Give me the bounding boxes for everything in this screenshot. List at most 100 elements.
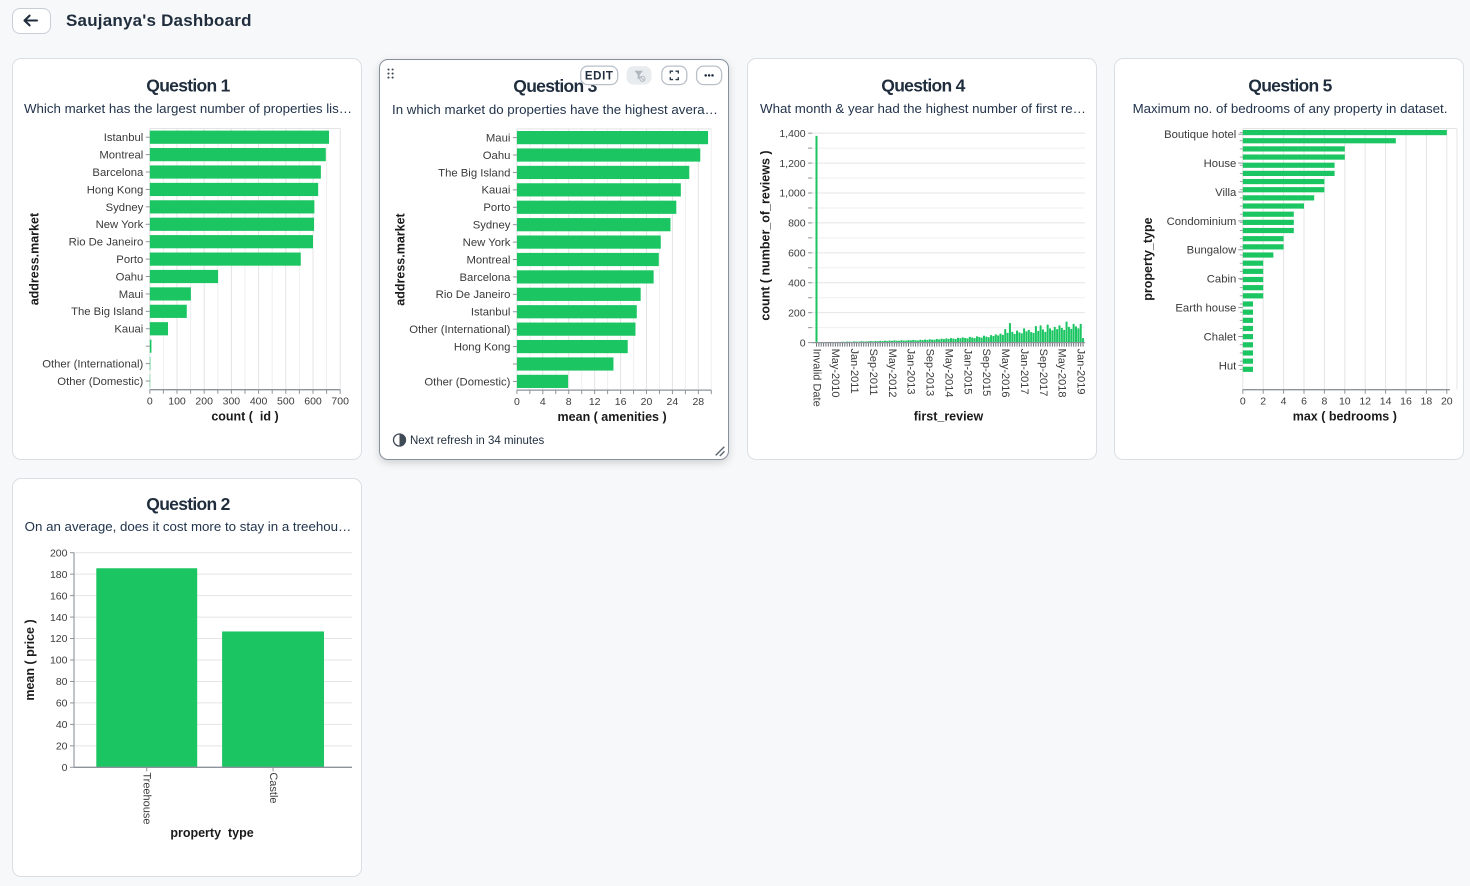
svg-text:Hut: Hut (1218, 360, 1236, 372)
svg-text:May-2012: May-2012 (885, 349, 897, 398)
svg-text:Which market has the largest n: Which market has the largest number of p… (24, 101, 352, 116)
svg-text:Rio De Janeiro: Rio De Janeiro (69, 237, 144, 249)
svg-text:EDIT: EDIT (584, 70, 613, 82)
svg-text:On an average, does it cost mo: On an average, does it cost more to stay… (25, 519, 352, 534)
svg-text:10: 10 (1338, 396, 1350, 408)
svg-text:property type: property type (170, 826, 253, 840)
svg-text:2: 2 (1260, 396, 1266, 408)
svg-text:Hong Kong: Hong Kong (453, 341, 510, 353)
svg-text:What month & year had the high: What month & year had the highest number… (760, 101, 1086, 116)
svg-text:The Big Island: The Big Island (438, 167, 510, 179)
svg-text:Question 2: Question 2 (146, 493, 230, 513)
svg-text:Question 3: Question 3 (513, 75, 597, 95)
svg-text:18: 18 (1420, 396, 1432, 408)
svg-text:Villa: Villa (1215, 187, 1237, 199)
svg-text:180: 180 (50, 568, 68, 580)
svg-text:Barcelona: Barcelona (459, 271, 511, 283)
svg-text:0: 0 (513, 396, 519, 408)
svg-text:16: 16 (1400, 396, 1412, 408)
svg-text:Treehouse: Treehouse (141, 772, 153, 824)
svg-text:Condominium: Condominium (1166, 216, 1236, 228)
svg-text:property_type: property_type (1140, 217, 1154, 300)
svg-text:Question 4: Question 4 (881, 75, 965, 95)
svg-text:Maui: Maui (485, 132, 510, 144)
svg-text:700: 700 (331, 396, 349, 408)
svg-text:100: 100 (168, 396, 186, 408)
svg-text:24: 24 (666, 396, 678, 408)
svg-text:8: 8 (1321, 396, 1327, 408)
svg-text:140: 140 (50, 611, 68, 623)
svg-text:120: 120 (50, 633, 68, 645)
svg-text:Question 1: Question 1 (146, 75, 230, 95)
svg-text:count ( number_of_reviews ): count ( number_of_reviews ) (758, 150, 772, 320)
svg-text:Boutique hotel: Boutique hotel (1164, 129, 1236, 141)
svg-text:Porto: Porto (116, 254, 143, 266)
svg-text:mean ( price ): mean ( price ) (23, 619, 37, 700)
svg-text:Jan-2011: Jan-2011 (848, 349, 860, 394)
svg-text:Montreal: Montreal (99, 150, 143, 162)
svg-text:Bungalow: Bungalow (1186, 245, 1236, 257)
svg-text:Sep-2015: Sep-2015 (980, 349, 992, 397)
svg-text:1,200: 1,200 (779, 158, 805, 170)
svg-text:0: 0 (1239, 396, 1245, 408)
svg-text:1,400: 1,400 (779, 128, 805, 140)
svg-text:Istanbul: Istanbul (104, 132, 144, 144)
svg-text:20: 20 (56, 740, 68, 752)
svg-text:Maui: Maui (119, 289, 144, 301)
svg-text:0: 0 (799, 337, 805, 349)
svg-text:200: 200 (195, 396, 213, 408)
svg-text:May-2010: May-2010 (829, 349, 841, 398)
svg-text:Invalid Date: Invalid Date (810, 349, 822, 407)
svg-text:Next refresh in 34 minutes: Next refresh in 34 minutes (410, 435, 544, 447)
svg-text:House: House (1203, 158, 1236, 170)
svg-text:Sep-2017: Sep-2017 (1036, 349, 1048, 397)
svg-text:400: 400 (788, 278, 806, 290)
svg-text:28: 28 (692, 396, 704, 408)
svg-text:6: 6 (1301, 396, 1307, 408)
svg-text:400: 400 (250, 396, 268, 408)
svg-text:60: 60 (56, 697, 68, 709)
svg-text:Jan-2013: Jan-2013 (904, 349, 916, 395)
svg-text:12: 12 (1359, 396, 1371, 408)
svg-text:New York: New York (96, 219, 144, 231)
svg-text:Istanbul: Istanbul (470, 306, 510, 318)
svg-text:20: 20 (640, 396, 652, 408)
svg-text:Other (International): Other (International) (42, 359, 143, 371)
svg-text:100: 100 (50, 654, 68, 666)
svg-text:May-2018: May-2018 (1055, 349, 1067, 398)
svg-text:count ( id ): count ( id ) (211, 410, 278, 424)
svg-text:May-2014: May-2014 (942, 349, 954, 398)
svg-text:4: 4 (1280, 396, 1286, 408)
svg-text:Kauai: Kauai (114, 324, 143, 336)
svg-text:16: 16 (614, 396, 626, 408)
svg-text:8: 8 (565, 396, 571, 408)
svg-text:max ( bedrooms ): max ( bedrooms ) (1292, 410, 1396, 424)
svg-text:Jan-2017: Jan-2017 (1017, 349, 1029, 395)
svg-text:Cabin: Cabin (1206, 274, 1236, 286)
svg-text:40: 40 (56, 719, 68, 731)
svg-text:Other (International): Other (International) (409, 324, 510, 336)
svg-text:Question 5: Question 5 (1248, 75, 1332, 95)
svg-text:New York: New York (462, 237, 510, 249)
svg-text:200: 200 (50, 547, 68, 559)
svg-text:Oahu: Oahu (482, 149, 510, 161)
svg-text:600: 600 (788, 248, 806, 260)
svg-text:Castle: Castle (267, 772, 279, 803)
svg-text:800: 800 (788, 218, 806, 230)
svg-text:Kauai: Kauai (481, 184, 510, 196)
svg-text:Other (Domestic): Other (Domestic) (424, 376, 510, 388)
svg-text:80: 80 (56, 676, 68, 688)
svg-text:mean ( amenities ): mean ( amenities ) (557, 410, 666, 424)
svg-text:Earth house: Earth house (1175, 303, 1236, 315)
svg-text:500: 500 (277, 396, 295, 408)
svg-text:Sep-2013: Sep-2013 (923, 349, 935, 397)
svg-text:Jan-2019: Jan-2019 (1074, 349, 1086, 395)
svg-text:Chalet: Chalet (1203, 331, 1237, 343)
svg-text:Sep-2011: Sep-2011 (866, 349, 878, 396)
svg-text:14: 14 (1379, 396, 1391, 408)
svg-text:Rio De Janeiro: Rio De Janeiro (435, 289, 510, 301)
svg-text:600: 600 (304, 396, 322, 408)
svg-text:4: 4 (539, 396, 545, 408)
svg-text:20: 20 (1440, 396, 1452, 408)
svg-text:address.market: address.market (27, 212, 41, 305)
